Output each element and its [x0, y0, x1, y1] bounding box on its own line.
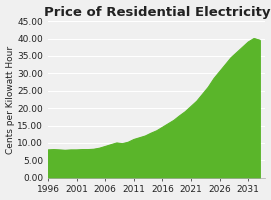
Y-axis label: Cents per Kilowatt Hour: Cents per Kilowatt Hour [6, 45, 15, 154]
Title: Price of Residential Electricity: Price of Residential Electricity [44, 6, 270, 19]
